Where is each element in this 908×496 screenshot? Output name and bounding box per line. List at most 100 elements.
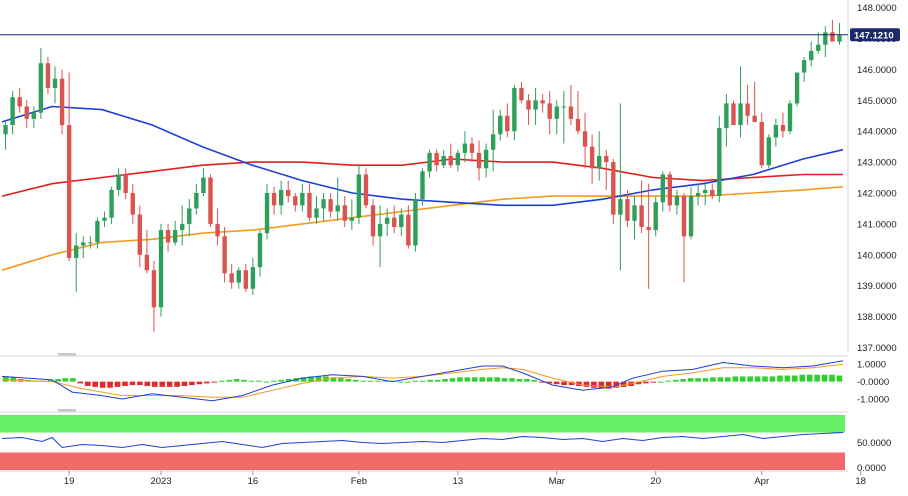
candle-body	[731, 103, 736, 126]
macd-bar	[218, 380, 225, 382]
candle	[823, 26, 828, 58]
macd-bar	[330, 377, 337, 382]
candle	[618, 103, 623, 271]
panel-resize-handle-2[interactable]	[58, 409, 76, 412]
candle-body	[589, 146, 595, 169]
candle-body	[201, 177, 206, 193]
macd-bar	[561, 381, 567, 386]
last-price-badge-box	[850, 28, 900, 42]
macd-bar	[84, 381, 91, 386]
candle-body	[618, 199, 623, 215]
candle-body	[24, 106, 29, 119]
macd-bar	[397, 381, 404, 383]
candle	[540, 94, 545, 113]
macd-bar	[821, 374, 828, 382]
candle	[321, 192, 326, 221]
candle	[215, 208, 220, 246]
candle-body	[293, 196, 298, 206]
macd-bar	[806, 374, 813, 382]
x-tick-label: 13	[453, 476, 464, 487]
macd-bar	[680, 379, 686, 382]
candle-body	[632, 205, 637, 221]
macd-bar	[367, 380, 374, 382]
macd-bar	[516, 379, 523, 382]
candle-body	[724, 103, 729, 129]
candle-body	[384, 217, 390, 224]
candle	[752, 81, 757, 122]
candle-body	[604, 155, 609, 163]
macd-bar	[739, 376, 746, 382]
macd-bar	[3, 376, 9, 382]
candle-body	[512, 87, 517, 132]
candle-body	[498, 115, 503, 135]
candle	[427, 149, 432, 178]
macd-bar	[159, 381, 165, 387]
macd-bar	[226, 379, 232, 382]
macd-bar	[77, 381, 84, 384]
candle-body	[370, 205, 376, 237]
candle	[222, 226, 227, 283]
x-tick-label: Apr	[754, 476, 769, 487]
candle	[3, 121, 8, 150]
panel-resize-handle-1[interactable]	[58, 353, 76, 356]
price-y-tick-label: 141.0000	[857, 219, 897, 230]
macd-bar	[777, 375, 783, 382]
candle	[505, 103, 510, 138]
macd-bar	[196, 381, 203, 385]
candle	[399, 208, 404, 237]
candle	[293, 192, 298, 212]
macd-y-tick-label: 1.0000	[857, 360, 886, 371]
x-tick-label: 2023	[150, 476, 171, 487]
candle-body	[278, 189, 284, 206]
candle	[250, 257, 256, 295]
candle	[639, 180, 644, 234]
candle-body	[31, 112, 36, 119]
candle	[469, 137, 475, 163]
candle	[710, 183, 715, 200]
candle	[172, 220, 178, 246]
candle	[575, 91, 581, 135]
price-y-tick-label: 145.0000	[857, 96, 897, 107]
candle	[674, 189, 680, 215]
macd-bar	[829, 374, 835, 382]
candle	[702, 183, 708, 206]
macd-bar	[509, 378, 515, 382]
macd-bar	[114, 381, 121, 387]
candle-body	[109, 189, 114, 218]
macd-bar	[285, 379, 292, 382]
candle	[837, 23, 842, 45]
candle-body	[611, 162, 616, 215]
macd-bar	[836, 375, 843, 382]
price-y-tick-label: 148.0000	[857, 3, 897, 14]
candle	[738, 66, 743, 138]
macd-bar	[300, 377, 307, 382]
candle	[441, 149, 446, 169]
x-tick-label: 18	[855, 476, 866, 487]
x-tick-label: Mar	[549, 476, 565, 487]
candle-body	[695, 192, 701, 197]
macd-bar	[784, 375, 791, 382]
candle	[554, 100, 559, 135]
macd-bar	[486, 377, 493, 382]
candle-body	[215, 223, 220, 237]
candle	[81, 236, 86, 258]
candle	[286, 180, 291, 203]
candle	[158, 223, 164, 317]
candle-body	[38, 63, 44, 113]
candle-body	[660, 174, 665, 203]
rsi-y-tick-label: 50.0000	[857, 438, 891, 449]
candle-body	[717, 128, 722, 197]
candle-body	[349, 217, 355, 221]
macd-bar	[308, 376, 314, 382]
candle	[45, 57, 51, 95]
candle-body	[441, 155, 446, 166]
candle-body	[561, 106, 567, 108]
macd-bar	[501, 378, 508, 382]
candle-body	[172, 230, 178, 243]
macd-y-tick-label: -0.0000	[857, 377, 889, 388]
last-price-badge: 147.1210	[850, 28, 900, 42]
candle-body	[59, 78, 65, 126]
ma-blue-line	[1, 105, 844, 207]
candle-body	[427, 152, 432, 172]
macd-bar	[442, 379, 448, 382]
